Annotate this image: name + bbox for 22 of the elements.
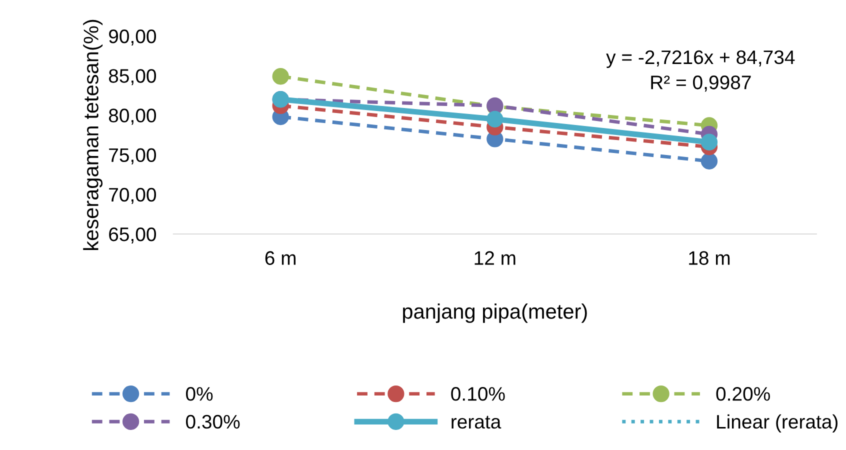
point: [700, 134, 718, 150]
legend-label: rerata: [452, 416, 502, 429]
point: [700, 152, 718, 170]
y-tick-label: 65,00: [109, 227, 156, 244]
y-tick-label: 80,00: [108, 108, 156, 125]
y-tick-label: 85,00: [108, 69, 156, 86]
y-axis-title: keseragaman tetesan(%): [83, 20, 103, 250]
y-tick-label: 70,00: [109, 188, 156, 204]
legend-label: 0%: [186, 387, 213, 401]
legend-label: 0.30%: [186, 414, 240, 429]
x-tick-label: 18 m: [689, 251, 730, 265]
annotation: y = -2,7216x + 84,734 R² = 0,9987: [606, 50, 795, 92]
x-tick-label: 6 m: [265, 251, 296, 265]
legend-label: 0.20%: [716, 387, 770, 401]
x-axis-title: panjang pipa(meter): [403, 304, 587, 323]
y-tick-label: 75,00: [109, 148, 156, 164]
point: [272, 68, 289, 85]
legend-label: Linear (rerata): [717, 414, 838, 432]
point: [486, 110, 504, 128]
legend-label: 0.10%: [451, 387, 505, 401]
x-tick-label: 12 m: [474, 251, 516, 265]
y-tick-label: 90,00: [109, 29, 156, 46]
